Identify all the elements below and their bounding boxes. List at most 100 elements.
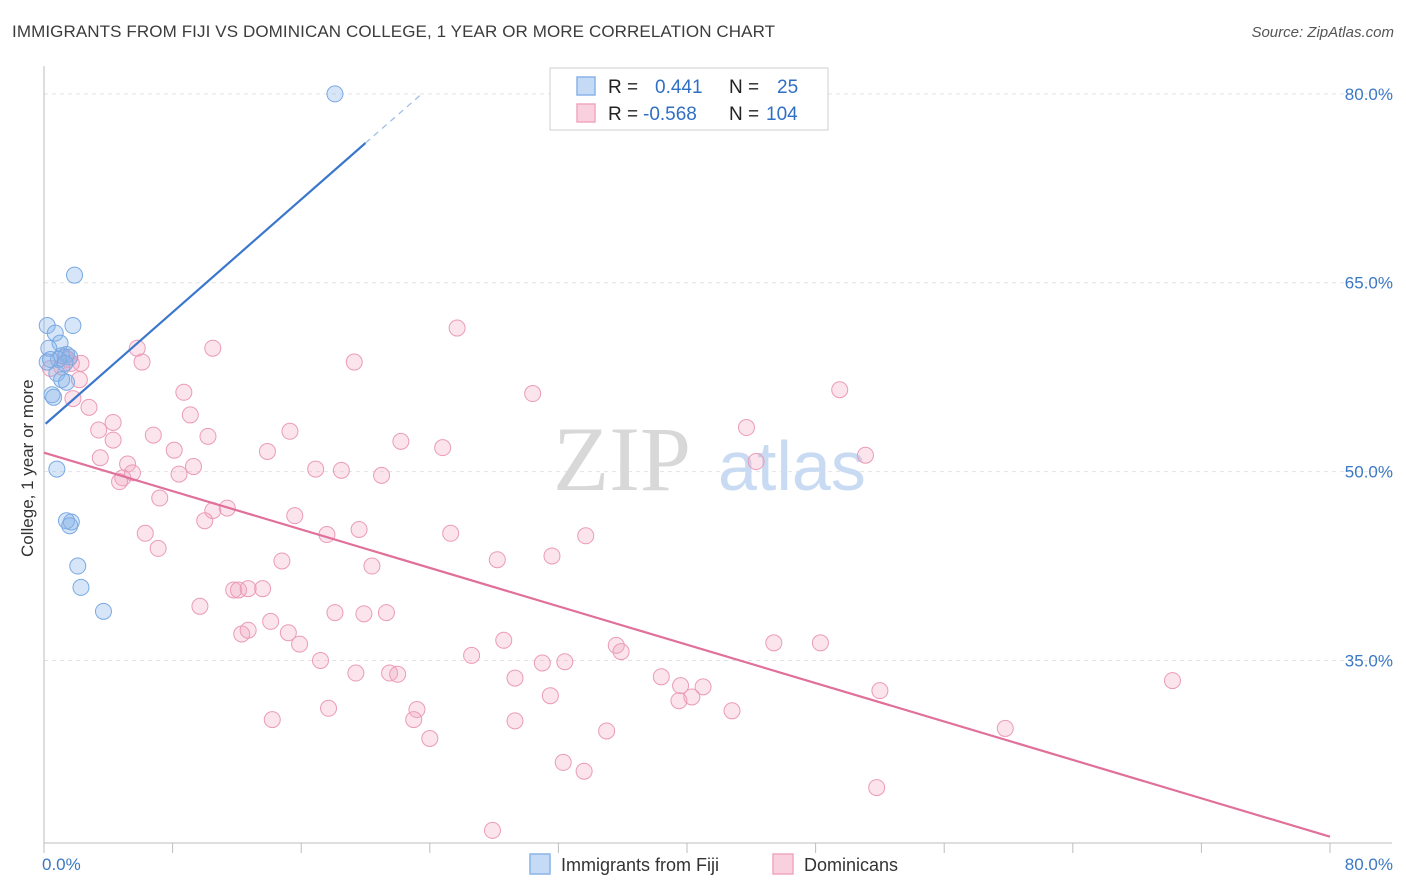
dominican-point: [996, 719, 1014, 737]
dominican-point: [91, 449, 109, 467]
dominican-point: [239, 580, 257, 598]
source-credit: Source: ZipAtlas.com: [1251, 24, 1394, 41]
dominican-point: [434, 439, 452, 457]
x-tick-label: 0.0%: [42, 855, 81, 874]
dominican-point: [345, 353, 363, 371]
dominican-point: [1163, 672, 1181, 690]
dominican-point: [144, 426, 162, 444]
dominican-point: [575, 762, 593, 780]
dominican-point: [311, 651, 329, 669]
watermark-atlas: atlas: [718, 427, 866, 505]
dominican-point: [831, 381, 849, 399]
fiji-point: [66, 266, 84, 284]
dominican-point: [389, 665, 407, 683]
y-axis-title: College, 1 year or more: [18, 379, 37, 557]
dominican-points: [41, 319, 1181, 839]
dominican-point: [225, 581, 243, 599]
stats-legend: R = 0.441 N = 25 R = -0.568 N = 104: [549, 67, 829, 131]
dominican-point: [258, 442, 276, 460]
fiji-point: [61, 517, 79, 535]
dominican-point: [239, 621, 257, 639]
dominican-point: [286, 507, 304, 525]
fiji-point: [72, 578, 90, 596]
dominican-trend-line: [43, 451, 1331, 838]
fiji-point: [58, 373, 76, 391]
dominican-point: [737, 419, 755, 437]
dominican-point: [612, 643, 630, 661]
dominican-point: [868, 779, 886, 797]
trend-lines: [43, 93, 1331, 838]
dominican-point: [307, 460, 325, 478]
dominican-point: [871, 682, 889, 700]
dominican-point: [652, 668, 670, 686]
dominican-point: [524, 385, 542, 403]
fiji-point: [69, 557, 87, 575]
dominican-point: [80, 398, 98, 416]
y-tick-label: 80.0%: [1345, 85, 1393, 104]
dominican-point: [672, 677, 690, 695]
dominican-point: [448, 319, 466, 337]
dominican-point: [506, 669, 524, 687]
dominican-point: [273, 552, 291, 570]
dominican-point: [347, 664, 365, 682]
dominican-r-label: R =: [608, 104, 638, 125]
dominican-point: [263, 711, 281, 729]
dominican-n-label: N =: [729, 104, 759, 125]
dominican-point: [149, 539, 167, 557]
fiji-n-label: N =: [729, 77, 759, 98]
fiji-trend-line: [44, 142, 367, 425]
dominican-point: [421, 730, 439, 748]
dominican-point: [165, 441, 183, 459]
y-tick-label: 50.0%: [1345, 463, 1393, 482]
dominican-point: [543, 547, 561, 565]
dominican-n-value: 104: [766, 104, 798, 125]
dominican-point: [765, 634, 783, 652]
legend-dominican-label: Dominicans: [804, 855, 898, 875]
fiji-point: [46, 324, 64, 342]
fiji-trend-extension: [365, 93, 423, 144]
dominican-point: [90, 421, 108, 439]
fiji-point: [64, 317, 82, 335]
dominican-point: [326, 604, 344, 622]
fiji-point: [94, 602, 112, 620]
dominican-point: [175, 383, 193, 401]
series-legend: Immigrants from Fiji Dominicans: [529, 853, 898, 875]
y-tick-label: 65.0%: [1345, 274, 1393, 293]
fiji-point: [38, 353, 56, 371]
dominican-point: [199, 427, 217, 445]
dominican-point: [556, 653, 574, 671]
dominican-point: [488, 551, 506, 569]
fiji-n-value: 25: [777, 77, 798, 98]
dominican-point: [111, 473, 129, 491]
fiji-point: [41, 351, 59, 369]
dominican-point: [533, 654, 551, 672]
fiji-point: [326, 85, 344, 103]
fiji-point: [53, 371, 71, 389]
dominican-point: [70, 371, 88, 389]
fiji-r-value: 0.441: [655, 77, 703, 98]
dominican-swatch: [576, 103, 596, 123]
dominican-r-value: -0.568: [643, 104, 697, 125]
fiji-swatch: [576, 76, 596, 96]
chart-title: IMMIGRANTS FROM FIJI VS DOMINICAN COLLEG…: [12, 22, 776, 41]
dominican-point: [392, 432, 410, 450]
tick-labels: 35.0% 50.0% 65.0% 80.0% 0.0% 80.0%: [42, 85, 1393, 874]
dominican-point: [811, 634, 829, 652]
dominican-point: [506, 712, 524, 730]
dominican-point: [723, 702, 741, 720]
dominican-point: [463, 646, 481, 664]
dominican-point: [373, 466, 391, 484]
fiji-point: [45, 388, 63, 406]
x-tick-label: 80.0%: [1345, 855, 1393, 874]
dominican-point: [670, 692, 688, 710]
dominican-point: [151, 489, 169, 507]
dominican-point: [554, 753, 572, 771]
dominican-point: [204, 339, 222, 357]
fiji-point: [43, 386, 61, 404]
dominican-point: [104, 413, 122, 431]
dominican-point: [133, 353, 151, 371]
watermark: ZIP atlas: [553, 408, 866, 510]
dominican-point: [196, 512, 214, 530]
dominican-point: [856, 446, 874, 464]
